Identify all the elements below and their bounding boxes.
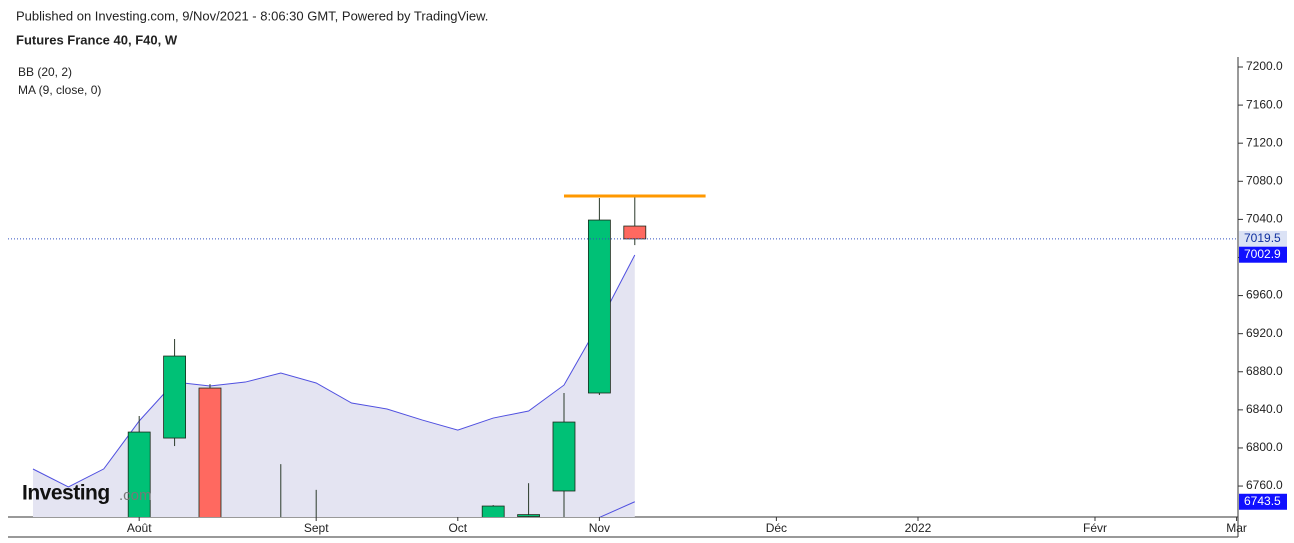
y-tick-label: 6800.0 [1246, 440, 1283, 454]
y-tick-label: 7160.0 [1246, 97, 1283, 111]
x-tick-label: Nov [589, 521, 610, 535]
y-tick-label: 6760.0 [1246, 478, 1283, 492]
indicator-label: BB (20, 2) [18, 65, 72, 79]
candle-body [481, 505, 505, 517]
price-label-box [1239, 230, 1287, 247]
candle-body [270, 524, 292, 543]
candle-body [127, 431, 151, 517]
candle-body [163, 355, 186, 439]
y-tick-label: 7080.0 [1246, 173, 1283, 187]
y-tick-label: 7200.0 [1246, 59, 1283, 73]
price-label: 7019.5 [1244, 231, 1281, 245]
indicator-label: MA (9, close, 0) [18, 83, 101, 97]
chart-title: Futures France 40, F40, W [16, 32, 178, 47]
price-label-box [1239, 493, 1287, 510]
candle-body [552, 421, 576, 492]
x-tick-label: Mar [1226, 521, 1247, 535]
bb-upper-line [32, 254, 636, 488]
x-tick-label: Oct [448, 521, 467, 535]
price-label: 7002.9 [1244, 247, 1281, 261]
bb-lower-line [599, 501, 635, 517]
x-tick-label: Déc [766, 521, 787, 535]
logo: Investing [22, 482, 110, 505]
candle-body [623, 225, 647, 240]
y-tick-label: 6840.0 [1246, 402, 1283, 416]
y-tick-label: 6880.0 [1246, 364, 1283, 378]
price-label-box [1239, 246, 1287, 263]
candle-body [517, 514, 540, 517]
y-tick-label: 7120.0 [1246, 135, 1283, 149]
x-tick-label: Août [127, 521, 152, 535]
candle-body [587, 219, 611, 394]
logo-suffix: .com [119, 487, 152, 504]
y-tick-label: 6960.0 [1246, 288, 1283, 302]
plot-area [32, 194, 706, 543]
published-note: Published on Investing.com, 9/Nov/2021 -… [16, 8, 488, 23]
x-tick-label: Sept [304, 521, 329, 535]
y-tick-label: 7040.0 [1246, 212, 1283, 226]
y-tick-label: 6920.0 [1246, 326, 1283, 340]
band-fill [32, 255, 635, 517]
price-label: 6743.5 [1244, 494, 1281, 508]
candle-body [198, 387, 222, 517]
x-tick-label: Févr [1083, 521, 1107, 535]
x-tick-label: 2022 [905, 521, 932, 535]
